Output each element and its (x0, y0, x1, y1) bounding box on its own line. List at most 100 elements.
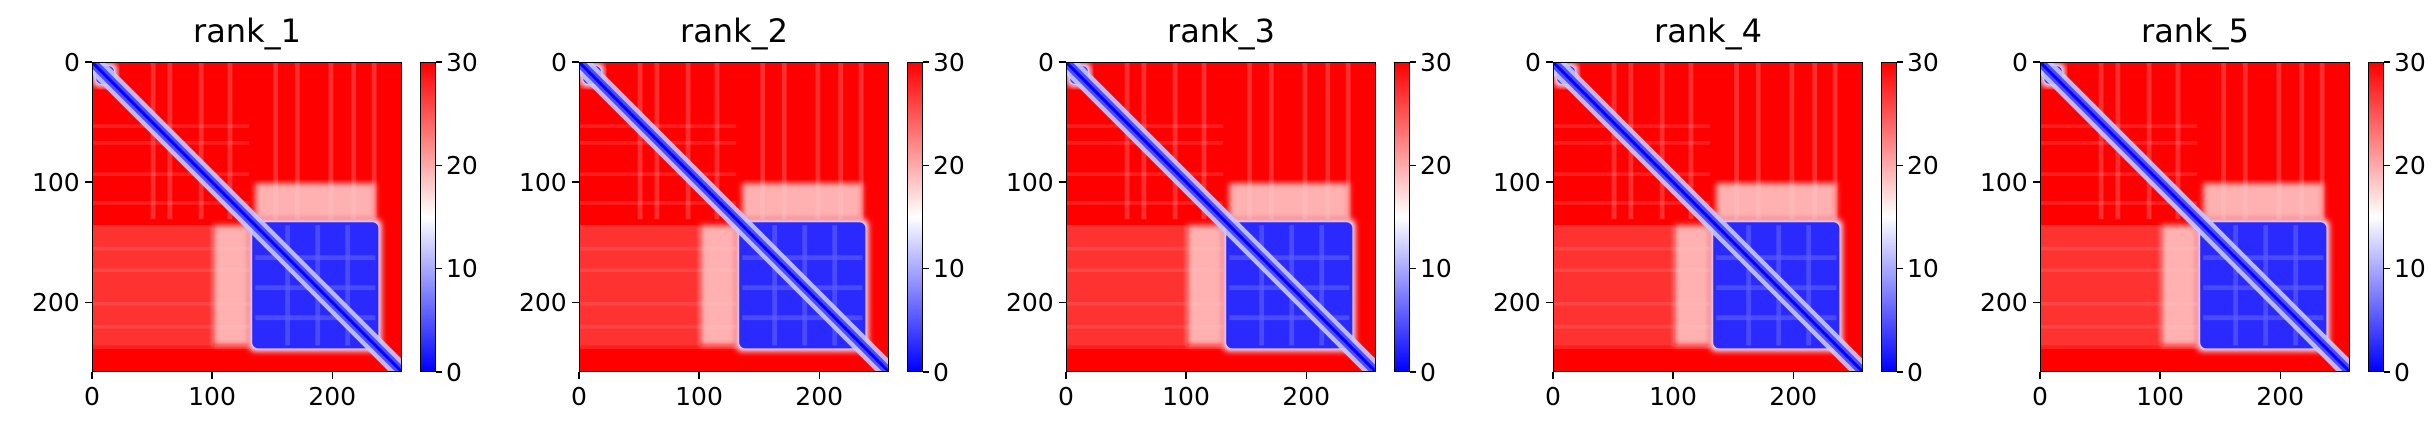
heatmap-interdomain-contacts (2161, 225, 2198, 346)
colorbar-tick-label: 20 (1907, 150, 1939, 180)
heatmap-svg (93, 63, 401, 371)
x-tick-mark (818, 372, 821, 379)
x-tick-mark (1185, 372, 1187, 379)
heatmap-streak (1067, 345, 1224, 349)
x-tick-mark (1552, 372, 1554, 379)
heatmap-streak (1067, 124, 1224, 128)
heatmap-streak (2242, 63, 2248, 220)
x-tick-mark (2279, 372, 2282, 379)
heatmap-domain-band (1716, 315, 1837, 321)
y-tick-mark (1059, 181, 1066, 183)
heatmap-streak (1302, 63, 1308, 220)
colorbar-tick-label: 0 (1907, 357, 1923, 387)
y-tick-label: 100 (32, 167, 80, 197)
colorbar-tick-mark (436, 164, 442, 167)
colorbar-tick-mark (436, 61, 442, 63)
heatmap-streak (1268, 63, 1274, 220)
x-tick-label: 0 (1058, 382, 1074, 411)
colorbar-tick-mark (923, 164, 929, 167)
heatmap-streak (580, 324, 737, 329)
heatmap-domain-band (1806, 225, 1812, 346)
colorbar (907, 62, 923, 372)
heatmap-lower-left-region (93, 225, 214, 346)
heatmap-interdomain-contacts (742, 183, 863, 220)
heatmap-streak (1172, 63, 1178, 220)
heatmap-streak (1554, 345, 1711, 349)
heatmap-streak (93, 345, 250, 349)
heatmap-streak (1688, 63, 1694, 220)
heatmap-streak (227, 63, 233, 220)
heatmap-streak (580, 124, 737, 128)
heatmap-interdomain-contacts (700, 225, 737, 346)
heatmap-streak (93, 201, 250, 205)
y-tick-label: 100 (519, 167, 567, 197)
heatmap-streak (1554, 324, 1711, 329)
heatmap-svg (580, 63, 888, 371)
y-tick-label: 200 (32, 287, 80, 317)
chart-title: rank_1 (193, 12, 301, 50)
y-tick-label: 0 (551, 47, 567, 77)
y-tick-label: 0 (1525, 47, 1541, 77)
heatmap-panel-4: rank_4 0 100 200 0 100 200 0 10 20 30 (1461, 0, 1948, 438)
heatmap-streak (815, 63, 821, 220)
x-tick-label: 0 (84, 382, 100, 411)
heatmap-streak (1611, 63, 1617, 220)
y-tick-mark (1546, 301, 1553, 304)
x-tick-mark (331, 372, 334, 379)
colorbar-tick-mark (436, 267, 442, 270)
heatmap-streak (858, 63, 864, 220)
heatmap-streak (93, 246, 250, 251)
x-tick-label: 200 (795, 382, 844, 411)
heatmap-streak (2041, 124, 2198, 128)
heatmap-streak (371, 63, 377, 220)
heatmap-streak (2175, 63, 2181, 220)
colorbar-tick-mark (1897, 164, 1903, 167)
colorbar-tick-label: 0 (2394, 357, 2410, 387)
heatmap-domain-band (255, 315, 376, 321)
heatmap-diagonal (1554, 63, 1862, 371)
colorbar-tick-mark (2384, 267, 2390, 270)
heatmap-streak (2041, 246, 2198, 251)
y-tick-mark (572, 301, 579, 304)
colorbar-tick-label: 30 (1420, 47, 1452, 77)
heatmap-streak (1554, 268, 1711, 273)
colorbar-tick-mark (1897, 371, 1903, 373)
heatmap-streak (1832, 63, 1838, 220)
heatmap-svg (2041, 63, 2349, 371)
heatmap-streak (838, 63, 844, 220)
x-tick-label: 100 (675, 382, 723, 411)
heatmap-streak (1812, 63, 1818, 220)
heatmap-streak (198, 63, 204, 220)
x-tick-label: 200 (2256, 382, 2305, 411)
x-tick-mark (1305, 372, 1308, 379)
colorbar-tick-mark (2384, 61, 2390, 63)
heatmap-streak (1659, 63, 1665, 220)
colorbar-tick-mark (1897, 267, 1903, 270)
heatmap-streak (273, 63, 279, 220)
colorbar-tick-mark (2384, 371, 2390, 373)
heatmap-domain-band (1229, 315, 1350, 321)
heatmap-lower-left-region (580, 225, 701, 346)
heatmap-streak (2146, 63, 2152, 220)
x-tick-label: 200 (1282, 382, 1331, 411)
heatmap-streak (1067, 246, 1224, 251)
heatmap-streak (1554, 302, 1711, 306)
heatmap-plot-area (92, 62, 402, 372)
y-tick-label: 100 (1006, 167, 1054, 197)
colorbar-tick-label: 0 (446, 357, 462, 387)
x-tick-mark (578, 372, 580, 379)
colorbar-tick-label: 10 (933, 254, 965, 284)
colorbar-tick-mark (1410, 371, 1416, 373)
colorbar-tick-mark (1410, 267, 1416, 270)
colorbar-tick-label: 30 (1907, 47, 1939, 77)
x-tick-label: 200 (1769, 382, 1818, 411)
colorbar-tick-mark (1410, 61, 1416, 63)
heatmap-svg (1554, 63, 1862, 371)
x-tick-mark (1672, 372, 1674, 379)
heatmap-streak (1067, 302, 1224, 306)
y-tick-mark (572, 181, 579, 183)
y-tick-mark (85, 61, 92, 63)
colorbar-tick-mark (923, 61, 929, 63)
x-tick-mark (698, 372, 700, 379)
y-tick-label: 100 (1493, 167, 1541, 197)
